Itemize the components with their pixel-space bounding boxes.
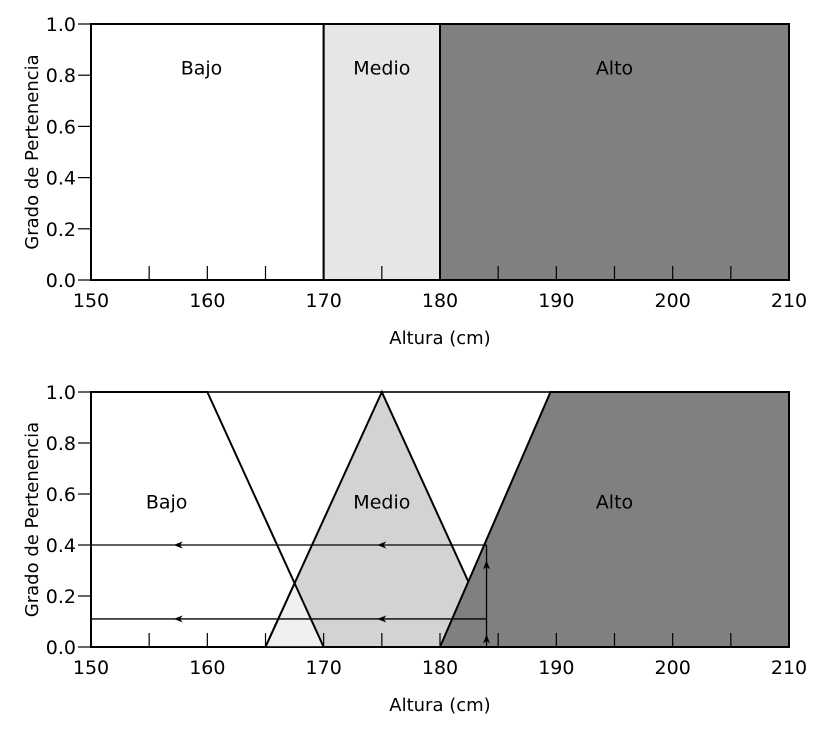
fuzzy-x-tick-label: 210 xyxy=(771,657,807,679)
fuzzy-x-tick-label: 180 xyxy=(422,657,458,679)
fuzzy-x-tick-label: 170 xyxy=(306,657,342,679)
fuzzy-y-tick-label: 0.2 xyxy=(46,586,76,608)
fuzzy-x-tick-label: 160 xyxy=(189,657,225,679)
crisp-sets-chart: Bajo Medio Alto 150 160 170 180 190 200 210 0.00… xyxy=(22,14,807,349)
crisp-y-axis-title: Grado de Pertenencia xyxy=(22,54,43,249)
fuzzy-y-axis-title: Grado de Pertenencia xyxy=(22,422,43,617)
fuzzy-x-tick-labels: 150 160 170 180 190 200 210 xyxy=(73,657,807,679)
fuzzy-y-tick-labels: 0.0 0.2 0.4 0.6 0.8 1.0 xyxy=(46,382,76,659)
fuzzy-y-tick-label: 0.8 xyxy=(46,433,76,455)
crisp-x-tick-labels: 150 160 170 180 190 200 210 xyxy=(73,290,807,312)
crisp-x-tick-label: 150 xyxy=(73,290,109,312)
fuzzy-y-tick-label: 0.6 xyxy=(46,484,76,506)
fuzzy-plot-frame xyxy=(90,391,790,648)
crisp-x-tick-label: 180 xyxy=(422,290,458,312)
crisp-x-tick-label: 210 xyxy=(771,290,807,312)
fuzzy-x-tick-label: 190 xyxy=(538,657,574,679)
crisp-ticks xyxy=(78,23,790,281)
crisp-label-alto: Alto xyxy=(596,58,633,80)
fuzzy-y-tick-label: 0.4 xyxy=(46,535,76,557)
fuzzy-y-tick-label: 1.0 xyxy=(46,382,76,404)
crisp-y-tick-label: 0.4 xyxy=(46,168,76,190)
crisp-y-tick-label: 0.2 xyxy=(46,219,76,241)
crisp-x-axis-title: Altura (cm) xyxy=(389,328,490,349)
crisp-label-bajo: Bajo xyxy=(181,58,223,80)
fuzzy-y-tick-label: 0.0 xyxy=(46,637,76,659)
fuzzy-x-axis-title: Altura (cm) xyxy=(389,695,490,716)
crisp-y-tick-label: 0.6 xyxy=(46,116,76,138)
crisp-x-tick-label: 170 xyxy=(306,290,342,312)
fuzzy-bajo-edge xyxy=(293,582,325,648)
fuzzy-x-tick-label: 200 xyxy=(655,657,691,679)
fuzzy-sets-chart: Bajo Medio Alto 150 160 170 180 190 200 210 0.00… xyxy=(22,382,807,716)
fuzzy-regions xyxy=(90,389,790,648)
crisp-label-medio: Medio xyxy=(353,58,410,80)
crisp-y-tick-label: 0.8 xyxy=(46,65,76,87)
fuzzy-label-bajo: Bajo xyxy=(146,492,188,514)
fuzzy-region-alto xyxy=(438,391,790,648)
fuzzy-overlap-bajo-medio xyxy=(265,583,324,647)
crisp-region-labels: Bajo Medio Alto xyxy=(181,58,633,80)
crisp-x-tick-label: 200 xyxy=(655,290,691,312)
crisp-y-tick-label: 0.0 xyxy=(46,270,76,292)
crisp-y-tick-label: 1.0 xyxy=(46,14,76,36)
fuzzy-medio-edge xyxy=(264,582,296,648)
fuzzy-label-medio: Medio xyxy=(353,492,410,514)
crisp-plot-frame xyxy=(90,23,790,281)
crisp-y-tick-labels: 0.0 0.2 0.4 0.6 0.8 1.0 xyxy=(46,14,76,292)
fuzzy-annotations xyxy=(91,541,491,647)
fuzzy-label-alto: Alto xyxy=(596,492,633,514)
crisp-x-tick-label: 190 xyxy=(538,290,574,312)
crisp-x-tick-label: 160 xyxy=(189,290,225,312)
fuzzy-x-tick-label: 150 xyxy=(73,657,109,679)
fuzzy-region-labels: Bajo Medio Alto xyxy=(146,492,633,514)
